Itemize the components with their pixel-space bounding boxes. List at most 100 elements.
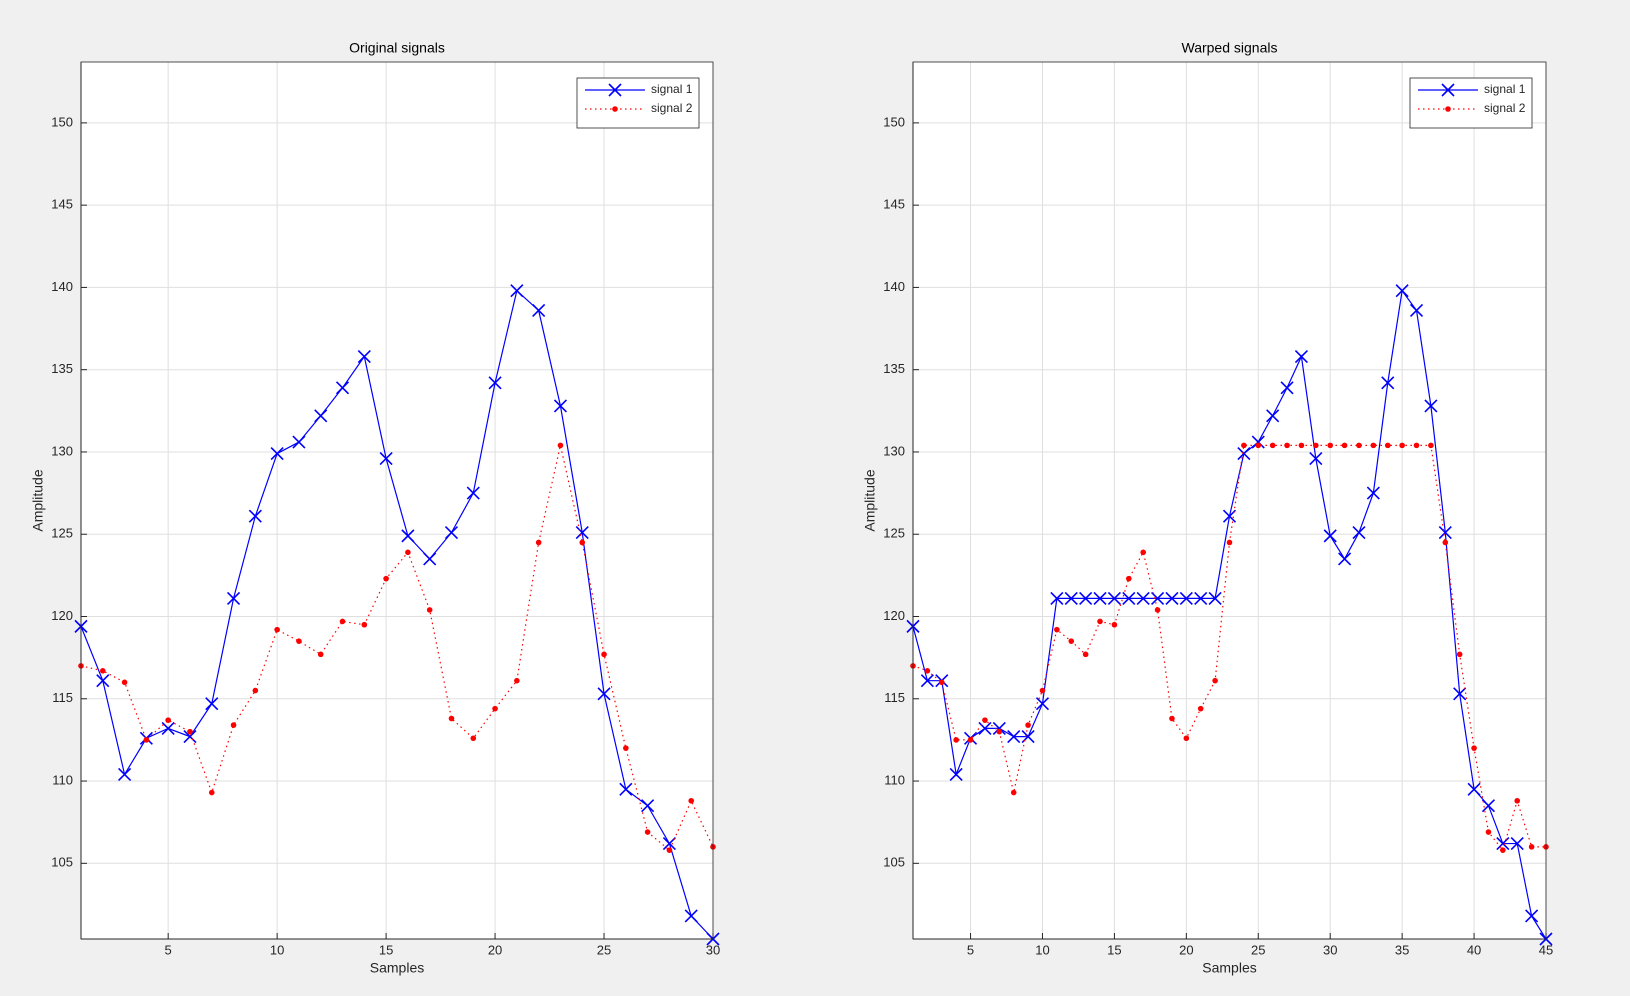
data-point xyxy=(1341,442,1348,449)
data-point xyxy=(401,529,415,543)
data-point xyxy=(1294,349,1308,364)
data-point xyxy=(1356,442,1362,449)
y-tick-label: 115 xyxy=(52,690,73,705)
x-tick-label: 40 xyxy=(1467,942,1481,957)
y-tick-label: 120 xyxy=(51,608,73,623)
data-point xyxy=(187,728,193,735)
chart-title: Original signals xyxy=(349,40,445,56)
data-point xyxy=(666,847,673,853)
data-point xyxy=(230,722,237,728)
x-tick-label: 10 xyxy=(270,942,284,957)
x-tick-label: 30 xyxy=(706,942,720,957)
y-tick-label: 150 xyxy=(883,114,905,129)
data-point xyxy=(423,552,437,566)
data-point xyxy=(996,728,1003,735)
data-point xyxy=(601,651,607,658)
data-point xyxy=(1007,730,1021,744)
data-point xyxy=(1370,442,1377,449)
legend-marker xyxy=(1441,83,1455,97)
x-axis-label: Samples xyxy=(370,960,424,976)
data-point xyxy=(953,737,959,743)
data-point xyxy=(967,737,974,743)
data-point xyxy=(1500,847,1506,853)
data-point xyxy=(1212,677,1218,684)
data-point xyxy=(514,677,520,684)
data-point xyxy=(1525,909,1539,923)
data-point xyxy=(1208,591,1222,605)
data-point xyxy=(1298,442,1305,449)
data-point xyxy=(1456,651,1463,658)
data-point xyxy=(1510,837,1524,851)
data-point xyxy=(274,626,280,633)
legend-label: signal 2 xyxy=(1484,101,1526,115)
data-point xyxy=(623,745,629,751)
data-point xyxy=(1381,376,1395,390)
data-point xyxy=(532,303,546,318)
data-point xyxy=(492,705,498,712)
data-point xyxy=(1514,797,1521,804)
data-point xyxy=(118,767,132,782)
data-point xyxy=(488,376,502,390)
data-point xyxy=(317,651,324,658)
data-point xyxy=(466,486,480,500)
data-point xyxy=(1481,799,1496,813)
data-point xyxy=(1140,549,1146,556)
data-point xyxy=(99,667,106,674)
y-tick-label: 140 xyxy=(883,279,905,294)
y-tick-label: 125 xyxy=(883,526,905,541)
data-point xyxy=(379,451,393,466)
data-point xyxy=(1241,442,1247,449)
data-point xyxy=(1327,442,1334,449)
data-point xyxy=(1313,442,1319,449)
data-point xyxy=(1183,735,1190,742)
data-point xyxy=(1064,591,1078,605)
y-tick-label: 130 xyxy=(51,443,73,458)
plot-frame xyxy=(912,61,1547,940)
legend-box xyxy=(1409,77,1533,129)
data-point xyxy=(978,721,992,735)
data-point xyxy=(1453,687,1467,701)
data-point xyxy=(579,539,586,546)
data-point xyxy=(575,526,589,540)
data-point xyxy=(270,447,284,461)
data-point xyxy=(1010,789,1017,796)
y-tick-label: 120 xyxy=(883,608,905,623)
data-point xyxy=(357,349,371,364)
data-point xyxy=(1528,844,1535,850)
data-point xyxy=(426,607,433,613)
y-axis-label: Amplitude xyxy=(30,469,46,531)
data-point xyxy=(1438,526,1452,540)
data-point xyxy=(619,782,633,796)
data-point xyxy=(949,767,963,782)
data-point xyxy=(1413,442,1420,449)
data-point xyxy=(1284,442,1290,449)
data-point xyxy=(1107,591,1121,605)
legend-marker xyxy=(1445,106,1451,112)
x-tick-label: 20 xyxy=(488,942,502,957)
data-point xyxy=(165,717,171,723)
data-point xyxy=(1169,715,1175,722)
data-point xyxy=(641,799,655,813)
data-point xyxy=(339,618,346,625)
data-point xyxy=(1226,539,1233,546)
data-point xyxy=(1269,442,1276,449)
data-point xyxy=(143,737,150,743)
data-point xyxy=(252,687,259,694)
data-point xyxy=(1424,399,1438,413)
data-point xyxy=(644,829,651,835)
data-point xyxy=(1025,722,1031,728)
data-point xyxy=(208,789,215,796)
data-point xyxy=(1467,782,1481,796)
data-point xyxy=(1309,451,1323,466)
data-point xyxy=(1409,303,1424,318)
data-point xyxy=(1266,409,1280,423)
data-point xyxy=(161,721,175,735)
data-point xyxy=(1111,621,1118,628)
data-point xyxy=(1352,526,1366,540)
data-point xyxy=(688,797,695,804)
data-point xyxy=(553,399,568,413)
legend-marker xyxy=(608,83,622,97)
y-tick-label: 140 xyxy=(51,279,73,294)
data-point xyxy=(405,549,411,556)
data-point xyxy=(296,638,302,644)
